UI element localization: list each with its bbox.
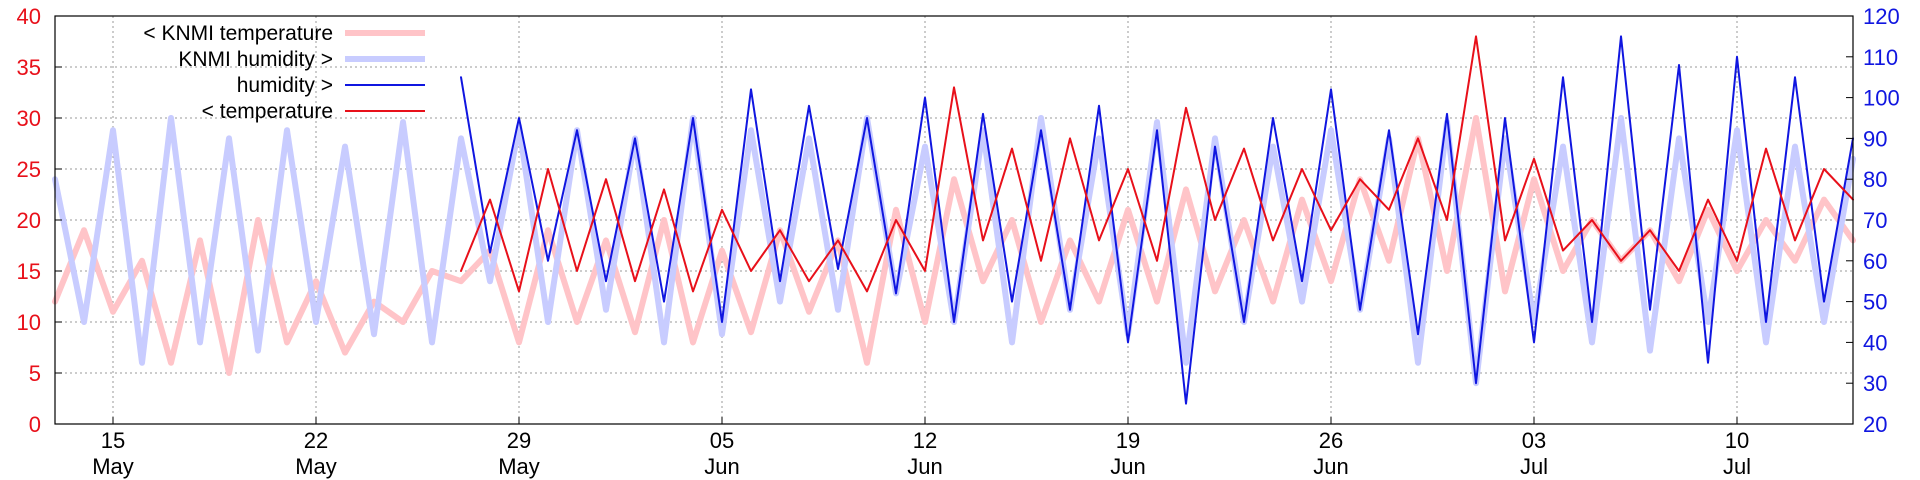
y-left-tick-label: 30 [17, 106, 41, 131]
y-left-tick-label: 35 [17, 55, 41, 80]
legend-label-2: humidity > [237, 74, 333, 97]
x-tick-month-label: Jul [1723, 454, 1751, 479]
y-left-tick-label: 40 [17, 4, 41, 29]
legend-label-1: KNMI humidity > [178, 48, 333, 71]
y-right-tick-label: 100 [1863, 86, 1900, 111]
grid [55, 16, 1853, 424]
series-line-3 [460, 35, 1854, 293]
x-tick-month-label: Jul [1520, 454, 1548, 479]
y-right-tick-label: 110 [1863, 45, 1898, 70]
series-line-0 [52, 115, 1856, 376]
x-tick-day-label: 10 [1725, 428, 1749, 453]
y-left-tick-label: 10 [17, 310, 41, 335]
y-right-tick-label: 90 [1863, 126, 1887, 151]
x-tick-month-label: Jun [704, 454, 739, 479]
x-tick-month-label: Jun [1313, 454, 1348, 479]
y-right-tick-label: 50 [1863, 290, 1887, 315]
legend: < KNMI temperature KNMI humidity > humidit… [143, 22, 425, 123]
x-tick-day-label: 03 [1522, 428, 1546, 453]
legend-label-0: < KNMI temperature [143, 22, 333, 45]
x-tick-day-label: 26 [1319, 428, 1343, 453]
x-tick-month-label: Jun [907, 454, 942, 479]
y-left-tick-label: 25 [17, 157, 41, 182]
y-right-tick-label: 80 [1863, 167, 1887, 192]
x-tick-day-label: 12 [913, 428, 937, 453]
y-right-tick-label: 20 [1863, 412, 1887, 437]
series-line-2 [460, 35, 1854, 405]
x-tick-month-label: May [498, 454, 540, 479]
x-tick-day-label: 19 [1116, 428, 1140, 453]
y-left-tick-label: 15 [17, 259, 41, 284]
x-tick-month-label: May [295, 454, 337, 479]
y-left-tick-label: 5 [29, 361, 41, 386]
y-right-tick-label: 30 [1863, 371, 1887, 396]
y-right-tick-label: 120 [1863, 4, 1900, 29]
y-right-tick-label: 60 [1863, 249, 1887, 274]
y-left-tick-label: 0 [29, 412, 41, 437]
x-tick-month-label: Jun [1110, 454, 1145, 479]
y-right-tick-label: 70 [1863, 208, 1887, 233]
y-left-tick-label: 20 [17, 208, 41, 233]
x-tick-month-label: May [92, 454, 134, 479]
series-layer [52, 35, 1856, 405]
y-right-tick-label: 40 [1863, 330, 1887, 355]
x-tick-day-label: 05 [710, 428, 734, 453]
x-tick-day-label: 29 [507, 428, 531, 453]
axes: 0510152025303540203040506070809010011012… [17, 4, 1900, 479]
x-tick-day-label: 15 [101, 428, 125, 453]
legend-label-3: < temperature [202, 100, 333, 123]
x-tick-day-label: 22 [304, 428, 328, 453]
